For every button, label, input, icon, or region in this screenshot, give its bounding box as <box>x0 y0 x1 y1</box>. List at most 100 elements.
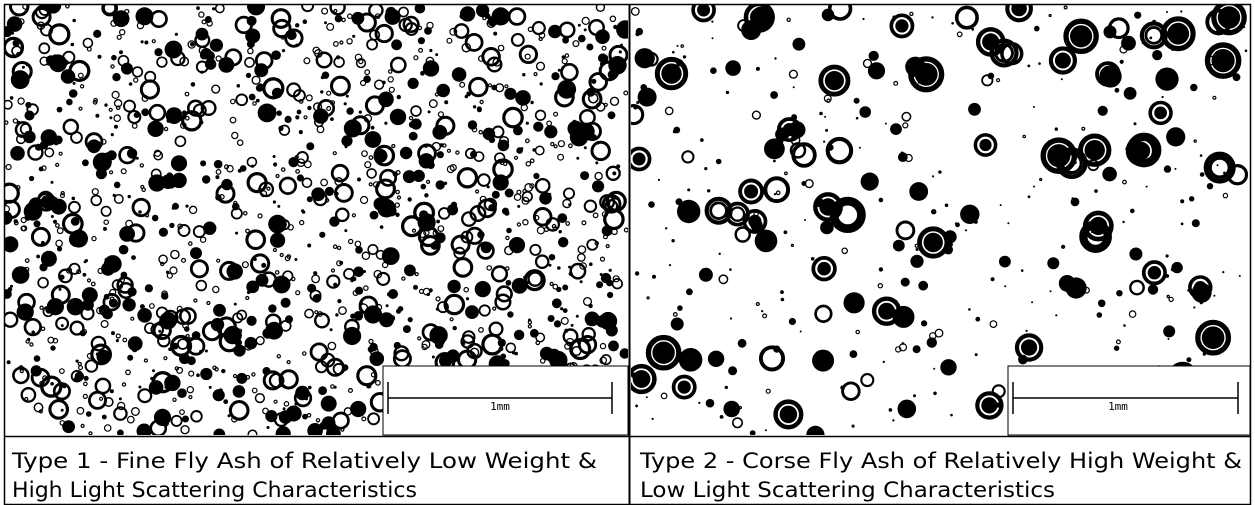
particle <box>428 99 438 109</box>
particle <box>755 302 760 307</box>
particle <box>999 204 1002 207</box>
particle <box>882 360 885 364</box>
particle <box>505 235 510 241</box>
particle <box>829 196 866 233</box>
particle <box>209 38 223 52</box>
particle <box>579 280 583 284</box>
particle <box>388 86 395 93</box>
particle <box>660 392 668 400</box>
particle <box>271 107 277 112</box>
particle <box>497 44 505 52</box>
particle <box>118 276 125 283</box>
particle <box>359 408 363 412</box>
particle <box>1144 26 1164 45</box>
particle <box>236 84 241 88</box>
particle <box>509 241 514 246</box>
particle <box>233 344 246 357</box>
particle <box>1119 45 1128 54</box>
particle <box>476 106 482 112</box>
particle <box>583 146 587 150</box>
particle <box>1165 274 1170 278</box>
particle <box>1122 179 1127 185</box>
particle <box>975 391 1004 420</box>
particle <box>755 66 760 71</box>
particle <box>355 57 367 69</box>
particle <box>112 73 121 82</box>
particle <box>551 72 560 81</box>
particle <box>1139 21 1168 50</box>
particle <box>206 300 211 306</box>
particle <box>296 109 302 115</box>
particle <box>274 279 280 285</box>
particle <box>812 349 835 372</box>
particle <box>527 324 532 329</box>
particle <box>187 99 205 117</box>
particle <box>862 58 873 69</box>
particle <box>804 179 814 189</box>
particle <box>902 122 909 129</box>
particle <box>525 138 530 144</box>
particle <box>136 423 152 435</box>
particle <box>364 161 372 169</box>
particle <box>333 8 338 14</box>
particle <box>103 219 110 226</box>
particle <box>338 306 347 315</box>
particle <box>391 143 396 149</box>
particle <box>307 105 312 111</box>
particle <box>329 75 351 97</box>
particle <box>1054 127 1059 131</box>
particle <box>108 170 114 175</box>
particle <box>326 105 332 111</box>
particle <box>169 266 178 275</box>
particle <box>9 5 30 17</box>
particle <box>504 266 510 271</box>
particle <box>82 159 89 167</box>
particle <box>312 46 321 55</box>
particle <box>384 121 388 125</box>
particle <box>247 5 266 16</box>
particle <box>111 331 115 336</box>
particle <box>415 121 421 126</box>
particle <box>580 171 590 181</box>
particle <box>806 425 825 435</box>
particle <box>332 151 337 156</box>
particle <box>75 359 79 363</box>
particle <box>65 5 70 9</box>
particle <box>38 166 44 172</box>
particle <box>464 33 484 52</box>
particle <box>931 209 937 215</box>
particle <box>637 87 657 107</box>
particle <box>170 155 188 172</box>
particle <box>591 78 597 84</box>
particle <box>561 58 568 65</box>
particle <box>560 62 579 82</box>
particle <box>19 369 24 374</box>
particle <box>280 167 286 172</box>
particle <box>29 175 35 182</box>
particle <box>367 244 379 256</box>
particle <box>430 241 439 250</box>
particle <box>426 179 431 184</box>
particle <box>819 111 823 116</box>
particle <box>938 170 942 174</box>
particle <box>118 29 126 36</box>
particle <box>862 17 865 21</box>
particle <box>70 42 75 47</box>
particle <box>1193 139 1197 143</box>
particle <box>148 380 164 395</box>
particle <box>786 17 791 22</box>
particle <box>995 402 1002 408</box>
particle <box>1199 172 1205 177</box>
particle <box>525 161 532 167</box>
particle <box>332 244 338 250</box>
particle <box>299 219 305 226</box>
particle <box>190 82 196 87</box>
particle <box>1131 137 1157 163</box>
particle <box>631 363 657 395</box>
particle <box>188 241 193 246</box>
particle <box>272 275 291 294</box>
particle <box>558 237 569 248</box>
particle <box>262 370 283 391</box>
particle <box>216 258 221 263</box>
particle <box>373 144 396 167</box>
